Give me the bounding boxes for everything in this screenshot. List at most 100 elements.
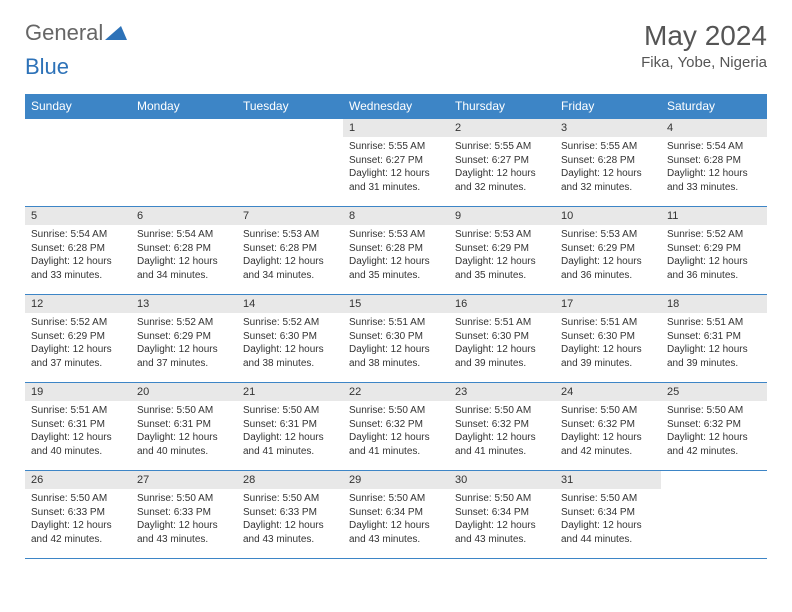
sunset-text: Sunset: 6:27 PM bbox=[455, 154, 549, 168]
sunset-text: Sunset: 6:33 PM bbox=[137, 506, 231, 520]
calendar-day-cell: 24Sunrise: 5:50 AMSunset: 6:32 PMDayligh… bbox=[555, 383, 661, 471]
daylight-text: Daylight: 12 hours and 43 minutes. bbox=[137, 519, 231, 546]
day-number: 3 bbox=[555, 119, 661, 137]
sunrise-text: Sunrise: 5:51 AM bbox=[349, 316, 443, 330]
logo-triangle-icon bbox=[105, 20, 127, 46]
sunset-text: Sunset: 6:27 PM bbox=[349, 154, 443, 168]
day-number: 16 bbox=[449, 295, 555, 313]
sunset-text: Sunset: 6:31 PM bbox=[137, 418, 231, 432]
sunrise-text: Sunrise: 5:55 AM bbox=[561, 140, 655, 154]
day-content: Sunrise: 5:54 AMSunset: 6:28 PMDaylight:… bbox=[25, 225, 131, 285]
sunrise-text: Sunrise: 5:51 AM bbox=[455, 316, 549, 330]
day-number: 6 bbox=[131, 207, 237, 225]
sunset-text: Sunset: 6:29 PM bbox=[31, 330, 125, 344]
day-number: 15 bbox=[343, 295, 449, 313]
day-number: 14 bbox=[237, 295, 343, 313]
day-content: Sunrise: 5:52 AMSunset: 6:29 PMDaylight:… bbox=[131, 313, 237, 373]
sunset-text: Sunset: 6:33 PM bbox=[31, 506, 125, 520]
day-content: Sunrise: 5:52 AMSunset: 6:29 PMDaylight:… bbox=[661, 225, 767, 285]
calendar-day-cell: 7Sunrise: 5:53 AMSunset: 6:28 PMDaylight… bbox=[237, 207, 343, 295]
sunset-text: Sunset: 6:28 PM bbox=[349, 242, 443, 256]
sunrise-text: Sunrise: 5:50 AM bbox=[561, 404, 655, 418]
day-content: Sunrise: 5:51 AMSunset: 6:30 PMDaylight:… bbox=[343, 313, 449, 373]
sunrise-text: Sunrise: 5:50 AM bbox=[137, 492, 231, 506]
location: Fika, Yobe, Nigeria bbox=[641, 54, 767, 71]
calendar-day-cell: 28Sunrise: 5:50 AMSunset: 6:33 PMDayligh… bbox=[237, 471, 343, 559]
sunset-text: Sunset: 6:32 PM bbox=[349, 418, 443, 432]
logo: General bbox=[25, 20, 127, 46]
sunrise-text: Sunrise: 5:52 AM bbox=[667, 228, 761, 242]
sunset-text: Sunset: 6:29 PM bbox=[455, 242, 549, 256]
calendar-day-cell: 4Sunrise: 5:54 AMSunset: 6:28 PMDaylight… bbox=[661, 119, 767, 207]
calendar-day-cell: 2 Sunrise: 5:55 AMSunset: 6:27 PMDaylight… bbox=[449, 119, 555, 207]
title-block: May 2024 Fika, Yobe, Nigeria bbox=[641, 20, 767, 71]
daylight-text: Daylight: 12 hours and 40 minutes. bbox=[31, 431, 125, 458]
daylight-text: Daylight: 12 hours and 43 minutes. bbox=[455, 519, 549, 546]
calendar-day-cell: 27Sunrise: 5:50 AMSunset: 6:33 PMDayligh… bbox=[131, 471, 237, 559]
sunset-text: Sunset: 6:34 PM bbox=[349, 506, 443, 520]
sunrise-text: Sunrise: 5:54 AM bbox=[31, 228, 125, 242]
day-number: 19 bbox=[25, 383, 131, 401]
calendar-week-row: 19Sunrise: 5:51 AMSunset: 6:31 PMDayligh… bbox=[25, 383, 767, 471]
day-content: Sunrise: 5:50 AMSunset: 6:31 PMDaylight:… bbox=[131, 401, 237, 461]
calendar-day-cell: 31Sunrise: 5:50 AMSunset: 6:34 PMDayligh… bbox=[555, 471, 661, 559]
daylight-text: Daylight: 12 hours and 41 minutes. bbox=[455, 431, 549, 458]
sunrise-text: Sunrise: 5:53 AM bbox=[349, 228, 443, 242]
day-content: Sunrise: 5:50 AMSunset: 6:32 PMDaylight:… bbox=[555, 401, 661, 461]
sunrise-text: Sunrise: 5:55 AM bbox=[455, 140, 549, 154]
weekday-header-row: SundayMondayTuesdayWednesdayThursdayFrid… bbox=[25, 94, 767, 119]
sunrise-text: Sunrise: 5:50 AM bbox=[667, 404, 761, 418]
sunrise-text: Sunrise: 5:50 AM bbox=[137, 404, 231, 418]
sunrise-text: Sunrise: 5:51 AM bbox=[667, 316, 761, 330]
sunrise-text: Sunrise: 5:50 AM bbox=[31, 492, 125, 506]
day-number: 2 bbox=[449, 119, 555, 137]
day-content: Sunrise: 5:51 AMSunset: 6:30 PMDaylight:… bbox=[555, 313, 661, 373]
calendar-week-row: 12Sunrise: 5:52 AMSunset: 6:29 PMDayligh… bbox=[25, 295, 767, 383]
daylight-text: Daylight: 12 hours and 35 minutes. bbox=[349, 255, 443, 282]
calendar-day-cell: 17Sunrise: 5:51 AMSunset: 6:30 PMDayligh… bbox=[555, 295, 661, 383]
day-content: Sunrise: 5:51 AMSunset: 6:30 PMDaylight:… bbox=[449, 313, 555, 373]
sunrise-text: Sunrise: 5:50 AM bbox=[243, 404, 337, 418]
day-number: 13 bbox=[131, 295, 237, 313]
sunset-text: Sunset: 6:28 PM bbox=[243, 242, 337, 256]
sunrise-text: Sunrise: 5:50 AM bbox=[243, 492, 337, 506]
daylight-text: Daylight: 12 hours and 34 minutes. bbox=[137, 255, 231, 282]
calendar-day-cell: 21Sunrise: 5:50 AMSunset: 6:31 PMDayligh… bbox=[237, 383, 343, 471]
sunrise-text: Sunrise: 5:52 AM bbox=[137, 316, 231, 330]
daylight-text: Daylight: 12 hours and 42 minutes. bbox=[667, 431, 761, 458]
logo-text-1: General bbox=[25, 20, 103, 46]
daylight-text: Daylight: 12 hours and 42 minutes. bbox=[31, 519, 125, 546]
day-number: 1 bbox=[343, 119, 449, 137]
daylight-text: Daylight: 12 hours and 37 minutes. bbox=[137, 343, 231, 370]
day-content: Sunrise: 5:53 AMSunset: 6:28 PMDaylight:… bbox=[343, 225, 449, 285]
daylight-text: Daylight: 12 hours and 41 minutes. bbox=[243, 431, 337, 458]
calendar-day-cell: 11Sunrise: 5:52 AMSunset: 6:29 PMDayligh… bbox=[661, 207, 767, 295]
weekday-header: Wednesday bbox=[343, 94, 449, 119]
calendar-day-cell: 19Sunrise: 5:51 AMSunset: 6:31 PMDayligh… bbox=[25, 383, 131, 471]
calendar-day-cell: 30Sunrise: 5:50 AMSunset: 6:34 PMDayligh… bbox=[449, 471, 555, 559]
day-number: 22 bbox=[343, 383, 449, 401]
day-content: Sunrise: 5:50 AMSunset: 6:32 PMDaylight:… bbox=[661, 401, 767, 461]
weekday-header: Thursday bbox=[449, 94, 555, 119]
day-content: Sunrise: 5:54 AMSunset: 6:28 PMDaylight:… bbox=[661, 137, 767, 197]
day-content: Sunrise: 5:52 AMSunset: 6:29 PMDaylight:… bbox=[25, 313, 131, 373]
sunset-text: Sunset: 6:30 PM bbox=[349, 330, 443, 344]
sunset-text: Sunset: 6:32 PM bbox=[455, 418, 549, 432]
sunset-text: Sunset: 6:31 PM bbox=[31, 418, 125, 432]
daylight-text: Daylight: 12 hours and 39 minutes. bbox=[667, 343, 761, 370]
sunset-text: Sunset: 6:33 PM bbox=[243, 506, 337, 520]
sunrise-text: Sunrise: 5:51 AM bbox=[561, 316, 655, 330]
calendar-day-cell: 26Sunrise: 5:50 AMSunset: 6:33 PMDayligh… bbox=[25, 471, 131, 559]
day-content: Sunrise: 5:50 AMSunset: 6:32 PMDaylight:… bbox=[449, 401, 555, 461]
calendar-day-cell bbox=[661, 471, 767, 559]
daylight-text: Daylight: 12 hours and 31 minutes. bbox=[349, 167, 443, 194]
day-number: 30 bbox=[449, 471, 555, 489]
daylight-text: Daylight: 12 hours and 32 minutes. bbox=[455, 167, 549, 194]
day-number: 5 bbox=[25, 207, 131, 225]
sunset-text: Sunset: 6:30 PM bbox=[561, 330, 655, 344]
day-number: 24 bbox=[555, 383, 661, 401]
day-number: 11 bbox=[661, 207, 767, 225]
daylight-text: Daylight: 12 hours and 39 minutes. bbox=[561, 343, 655, 370]
weekday-header: Friday bbox=[555, 94, 661, 119]
daylight-text: Daylight: 12 hours and 38 minutes. bbox=[243, 343, 337, 370]
